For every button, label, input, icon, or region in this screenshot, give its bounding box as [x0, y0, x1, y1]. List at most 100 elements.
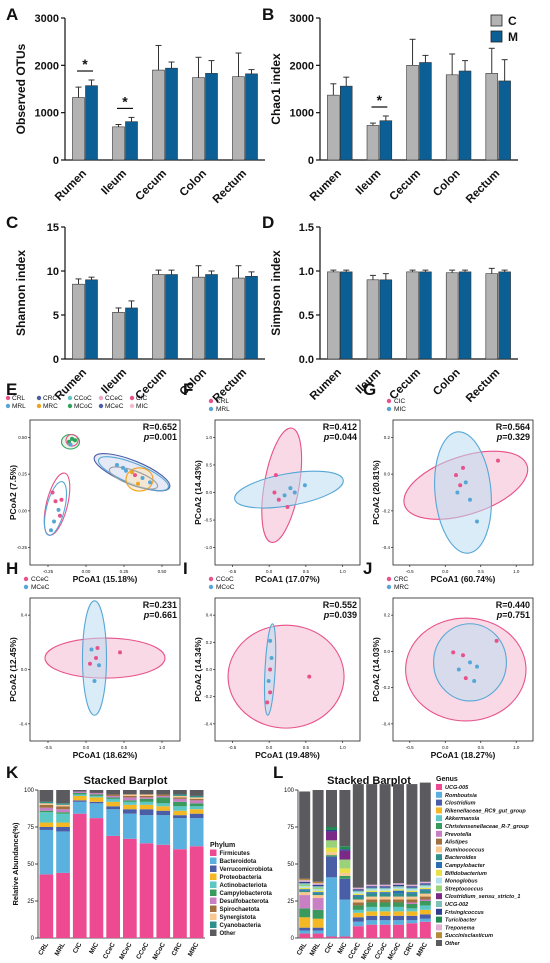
legend-dot: [386, 406, 392, 412]
y-tick-label: -1.0: [204, 545, 212, 550]
legend-swatch: [436, 846, 442, 853]
stack-segment: [139, 790, 154, 795]
sample-point: [49, 528, 53, 533]
stack-segment: [312, 927, 324, 931]
stack-segment: [106, 794, 120, 796]
stack-segment: [72, 794, 87, 796]
legend-label: MIC: [394, 406, 406, 413]
stack-segment: [352, 887, 364, 890]
sample-point: [68, 442, 73, 447]
bar-m: [205, 274, 218, 360]
stack-segment: [406, 890, 418, 893]
stack-segment: [299, 933, 311, 938]
bar-c: [152, 274, 165, 360]
stack-segment: [366, 915, 378, 921]
legend-dot: [5, 395, 11, 401]
x-tick-label: MRL: [54, 941, 67, 957]
stack-segment: [189, 806, 204, 810]
legend-swatch: [210, 865, 217, 872]
anosim-p: p=0.039: [323, 610, 357, 620]
legend-label: Spirochaetota: [220, 907, 261, 913]
stack-segment: [89, 792, 104, 795]
stack-segment: [106, 798, 120, 802]
stack-segment: [379, 893, 391, 897]
y-tick-label: 0.2: [384, 613, 391, 618]
y-tick-label: 100: [24, 788, 35, 794]
stack-segment: [379, 902, 391, 907]
legend-label: Monoglobus: [445, 879, 478, 885]
sample-point: [458, 483, 463, 488]
x-tick-label: Rectum: [464, 367, 502, 405]
stack-segment: [326, 856, 337, 878]
pcoa-panel-f: -0.5 0.0 0.5 1.0 1.0 0.5 0.0 -0.5 -1.0 PCoA1 (17.…: [193, 398, 361, 584]
y-tick-label: 2000: [290, 60, 314, 72]
p-value: =0.329: [502, 432, 530, 442]
p-symbol: p: [496, 610, 503, 620]
panel-letter-c: C: [6, 213, 18, 232]
anosim-p: p=0.751: [496, 610, 530, 620]
legend-swatch: [436, 908, 442, 915]
panel-letter-k: K: [6, 763, 19, 782]
legend-swatch: [210, 849, 217, 856]
y-tick-label: 75: [27, 825, 34, 831]
stack-segment: [419, 887, 431, 890]
legend-label: Treponema: [445, 925, 475, 931]
y-tick-label: 0.4: [21, 613, 28, 618]
stack-segment: [419, 901, 431, 906]
legend-label: MRL: [216, 406, 230, 413]
stack-segment: [189, 803, 204, 807]
legend-swatch: [210, 889, 217, 896]
legend-swatch: [436, 791, 442, 798]
stack-segment: [299, 881, 311, 884]
stack-segment: [406, 884, 418, 887]
stack-segment: [419, 881, 431, 884]
stack-segment: [139, 801, 154, 805]
stack-segment: [56, 790, 70, 804]
stack-segment: [39, 822, 54, 827]
x-tick-label: Rectum: [464, 168, 502, 206]
y-axis-title: PCoA2 (14.34%): [193, 637, 203, 702]
stack-segment: [299, 892, 311, 896]
sample-point: [136, 481, 140, 486]
sample-point: [95, 646, 100, 651]
y-tick-label: 1000: [35, 108, 59, 120]
legend-label: Cyanobacteria: [220, 923, 262, 929]
stack-segment: [419, 921, 431, 938]
stack-segment: [312, 930, 324, 934]
stack-segment: [339, 846, 351, 850]
stack-segment: [156, 844, 171, 938]
legend-dot: [208, 576, 214, 582]
bar-c: [152, 69, 165, 161]
stack-segment: [89, 795, 104, 798]
bar-m: [245, 275, 258, 360]
anosim-p: p=0.661: [143, 610, 177, 620]
stack-segment: [366, 784, 378, 885]
x-tick-label: 1.0: [339, 569, 346, 574]
stack-segment: [366, 887, 378, 890]
x-tick-label: Colon: [431, 367, 463, 399]
legend-dot: [98, 403, 104, 409]
y-axis-title: Observed OTUs: [14, 43, 28, 134]
stack-segment: [123, 804, 137, 810]
stack-segment: [139, 797, 154, 799]
stack-segment: [339, 878, 351, 900]
x-tick-label: Ileum: [354, 168, 384, 198]
stack-segment: [312, 933, 324, 938]
sample-point: [56, 507, 61, 512]
legend-label: Alistipes: [444, 840, 468, 846]
legend-dot: [23, 584, 29, 590]
stack-segment: [299, 927, 311, 931]
panel-letter-f: F: [183, 380, 193, 399]
p-value: =0.044: [329, 432, 357, 442]
legend-swatch: [436, 823, 442, 829]
legend-label: Akkermansia: [444, 816, 479, 822]
anosim-r: R=0.652: [143, 422, 177, 432]
stack-segment: [299, 890, 311, 893]
sample-point: [276, 497, 281, 502]
stack-segment: [89, 803, 104, 819]
x-tick-label: MCoC: [152, 941, 168, 961]
y-tick-label: 1000: [290, 108, 314, 120]
stack-segment: [379, 887, 391, 890]
p-value: =0.039: [329, 610, 357, 620]
stack-segment: [156, 795, 171, 798]
